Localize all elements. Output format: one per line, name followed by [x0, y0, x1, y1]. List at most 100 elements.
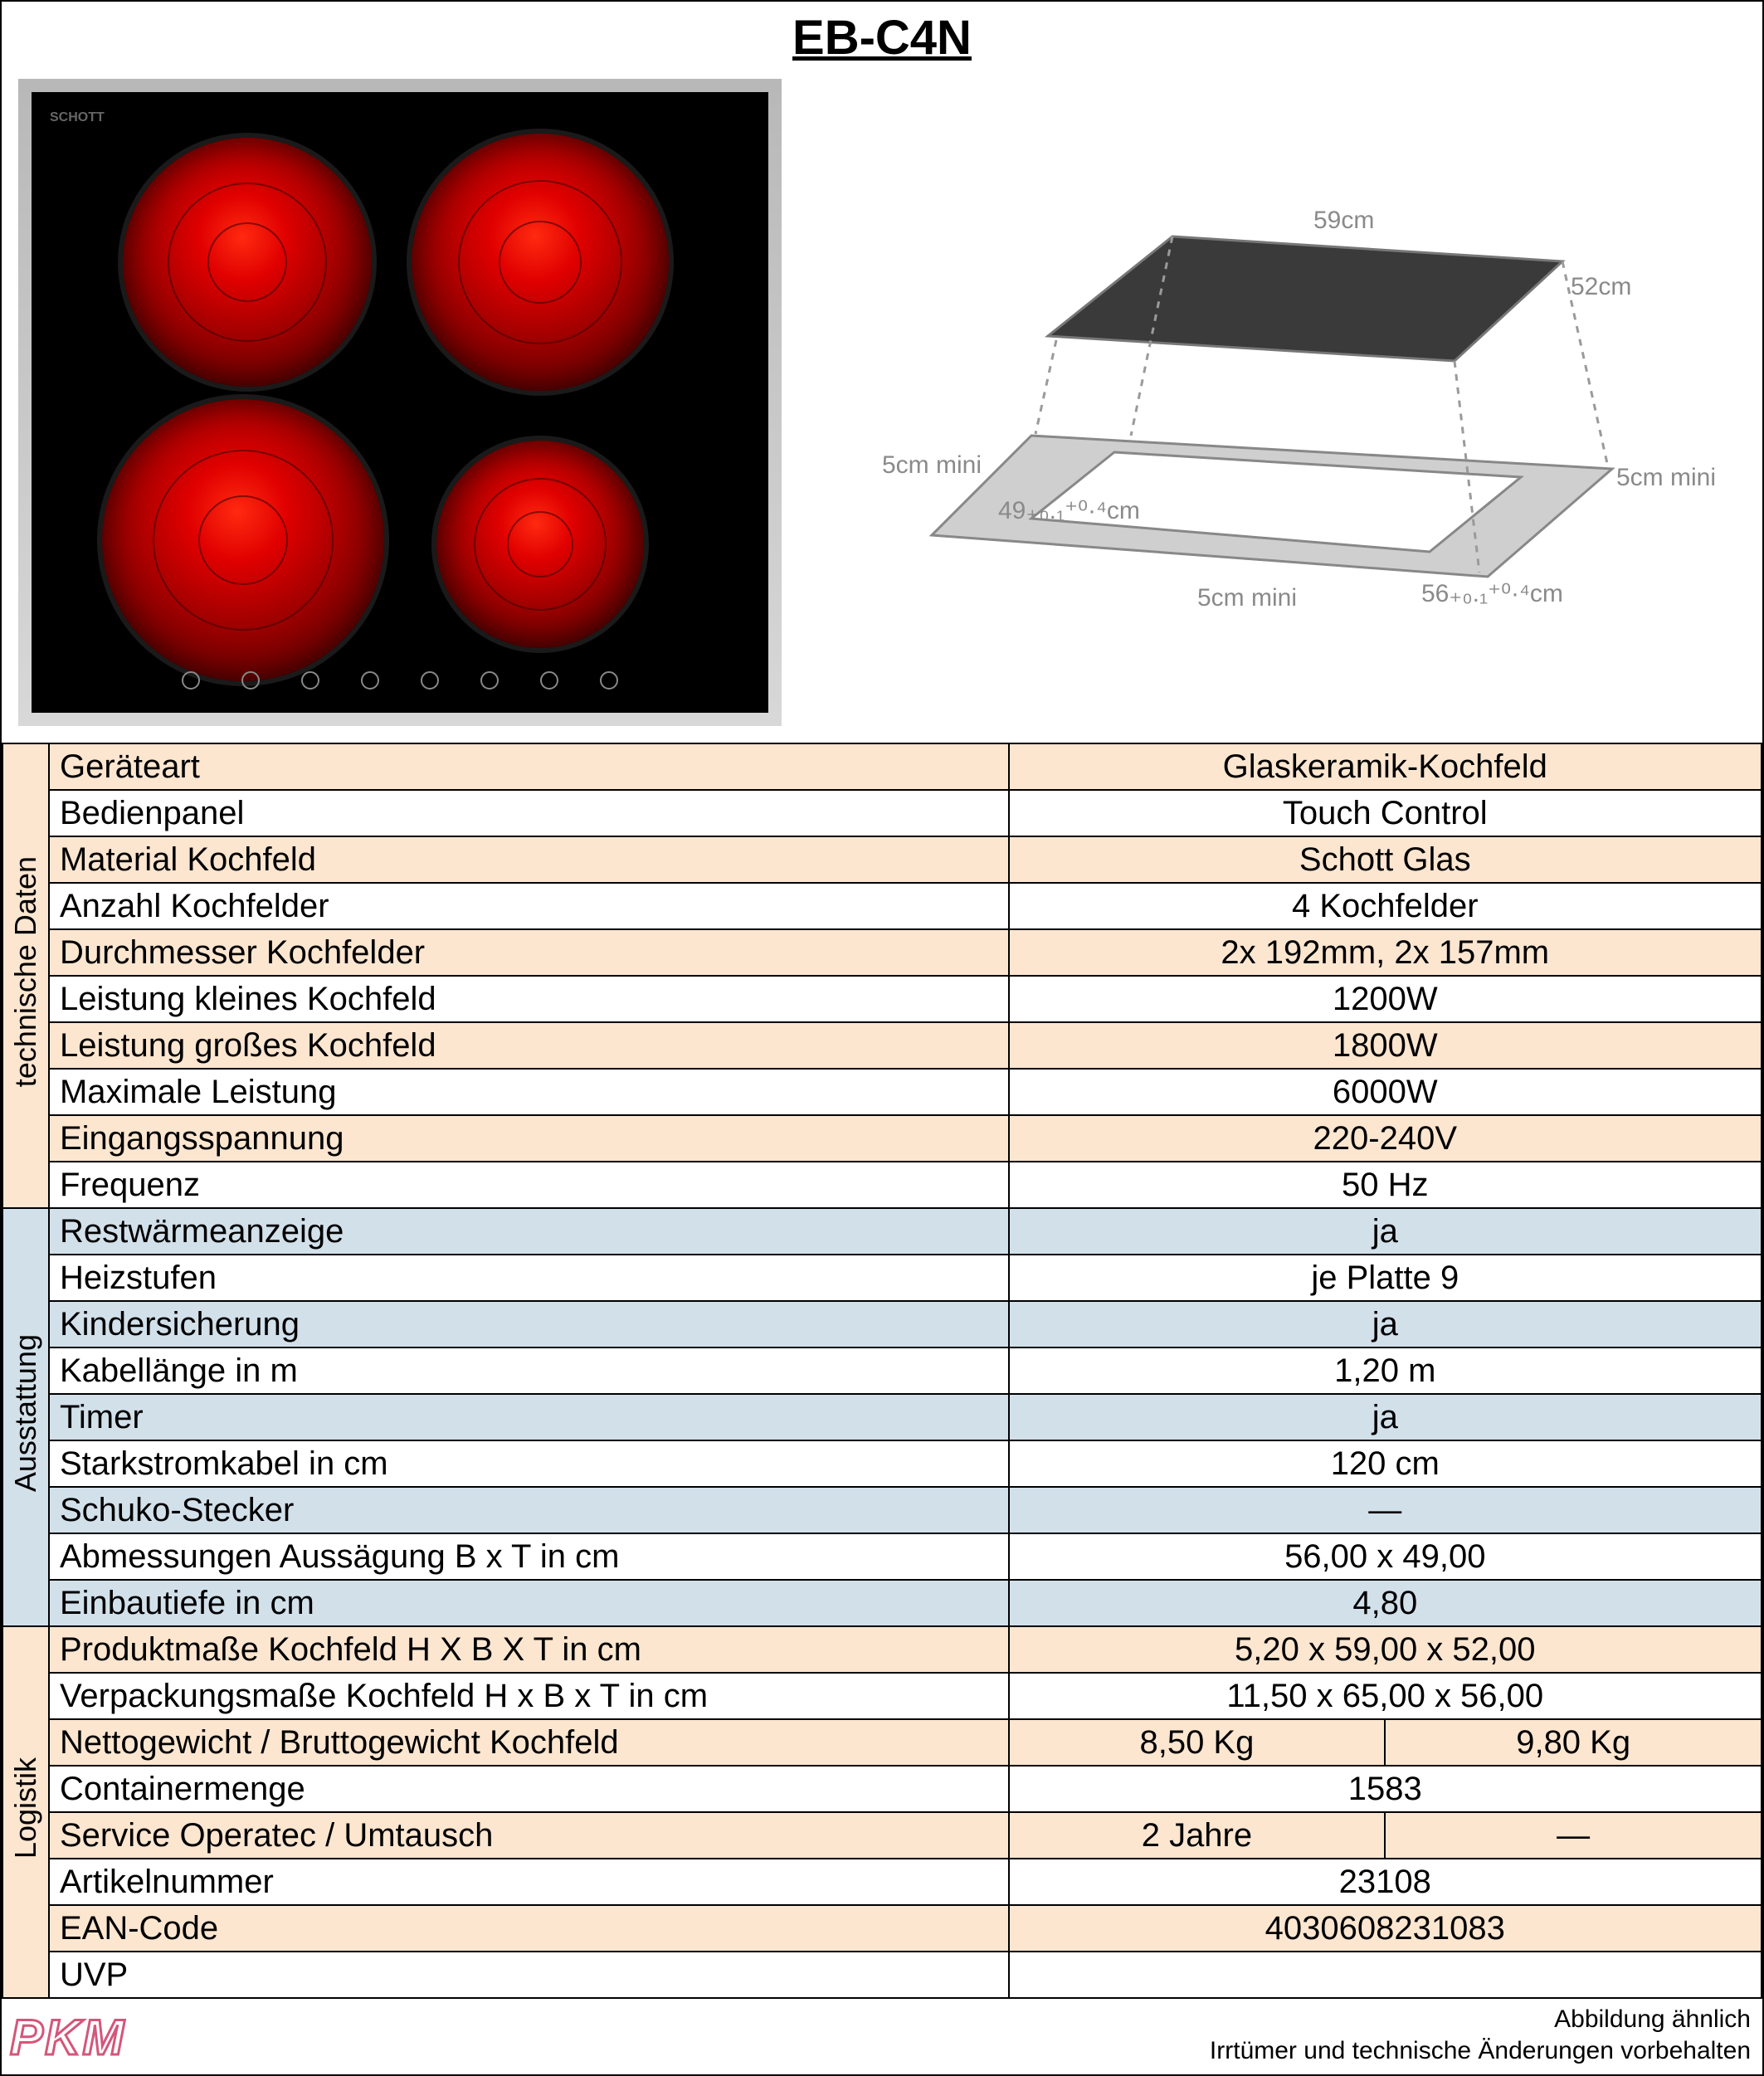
table-row: Artikelnummer23108	[2, 1859, 1762, 1905]
burner-icon	[436, 441, 644, 648]
table-row: EAN-Code4030608231083	[2, 1905, 1762, 1952]
section-header: Logistik	[2, 1626, 49, 1998]
table-row: Einbautiefe in cm4,80	[2, 1580, 1762, 1626]
dim-top-depth: 52cm	[1571, 273, 1631, 300]
burner-icon	[412, 134, 669, 391]
spec-value: 5,20 x 59,00 x 52,00	[1009, 1626, 1762, 1673]
table-row: Starkstromkabel in cm120 cm	[2, 1440, 1762, 1487]
product-title: EB-C4N	[2, 2, 1762, 71]
dim-margin-front: 5cm mini	[1197, 584, 1297, 612]
table-row: Material KochfeldSchott Glas	[2, 836, 1762, 883]
spec-value: 4,80	[1009, 1580, 1762, 1626]
table-row: UVP	[2, 1952, 1762, 1998]
spec-label: Schuko-Stecker	[49, 1487, 1009, 1533]
spec-table: technische DatenGeräteartGlaskeramik-Koc…	[2, 743, 1762, 1999]
spec-value: 6000W	[1009, 1069, 1762, 1115]
table-row: Nettogewicht / Bruttogewicht Kochfeld8,5…	[2, 1719, 1762, 1766]
spec-value	[1009, 1952, 1762, 1998]
spec-value: 4030608231083	[1009, 1905, 1762, 1952]
spec-value: Schott Glas	[1009, 836, 1762, 883]
table-row: Timerja	[2, 1394, 1762, 1440]
spec-label: Produktmaße Kochfeld H X B X T in cm	[49, 1626, 1009, 1673]
spec-label: Durchmesser Kochfelder	[49, 929, 1009, 976]
spec-label: Nettogewicht / Bruttogewicht Kochfeld	[49, 1719, 1009, 1766]
spec-label: Heizstufen	[49, 1255, 1009, 1301]
section-header: technische Daten	[2, 743, 49, 1208]
burner-icon	[123, 138, 372, 387]
spec-value: 9,80 Kg	[1385, 1719, 1762, 1766]
spec-value: 1583	[1009, 1766, 1762, 1812]
table-row: Maximale Leistung6000W	[2, 1069, 1762, 1115]
brand-logo: PKM	[10, 2009, 125, 2066]
spec-label: Starkstromkabel in cm	[49, 1440, 1009, 1487]
spec-value: ja	[1009, 1301, 1762, 1347]
spec-value: ja	[1009, 1208, 1762, 1255]
table-row: Abmessungen Aussägung B x T in cm56,00 x…	[2, 1533, 1762, 1580]
spec-label: Maximale Leistung	[49, 1069, 1009, 1115]
burner-icon	[102, 399, 384, 681]
table-row: Service Operatec / Umtausch2 Jahre—	[2, 1812, 1762, 1859]
table-row: Kindersicherungja	[2, 1301, 1762, 1347]
dim-margin-right: 5cm mini	[1616, 464, 1716, 491]
spec-label: Einbautiefe in cm	[49, 1580, 1009, 1626]
spec-value: —	[1009, 1487, 1762, 1533]
spec-label: Timer	[49, 1394, 1009, 1440]
table-row: Verpackungsmaße Kochfeld H x B x T in cm…	[2, 1673, 1762, 1719]
spec-label: Anzahl Kochfelder	[49, 883, 1009, 929]
spec-value: 1200W	[1009, 976, 1762, 1022]
spec-value: Glaskeramik-Kochfeld	[1009, 743, 1762, 790]
spec-value: ja	[1009, 1394, 1762, 1440]
spec-value: 50 Hz	[1009, 1162, 1762, 1208]
footer-note-2: Irrtümer und technische Änderungen vorbe…	[1210, 2035, 1751, 2067]
spec-label: Kabellänge in m	[49, 1347, 1009, 1394]
glass-brand-icon: SCHOTT	[50, 110, 105, 125]
product-photo: SCHOTT	[18, 79, 782, 726]
image-row: SCHOTT	[2, 71, 1762, 743]
spec-value: —	[1385, 1812, 1762, 1859]
spec-label: Verpackungsmaße Kochfeld H x B x T in cm	[49, 1673, 1009, 1719]
spec-label: Artikelnummer	[49, 1859, 1009, 1905]
spec-value: 4 Kochfelder	[1009, 883, 1762, 929]
spec-label: Eingangsspannung	[49, 1115, 1009, 1162]
spec-label: EAN-Code	[49, 1905, 1009, 1952]
spec-label: Restwärmeanzeige	[49, 1208, 1009, 1255]
spec-label: Material Kochfeld	[49, 836, 1009, 883]
spec-value: 56,00 x 49,00	[1009, 1533, 1762, 1580]
table-row: AusstattungRestwärmeanzeigeja	[2, 1208, 1762, 1255]
table-row: Durchmesser Kochfelder2x 192mm, 2x 157mm	[2, 929, 1762, 976]
section-header: Ausstattung	[2, 1208, 49, 1626]
spec-label: Geräteart	[49, 743, 1009, 790]
footer-note-1: Abbildung ähnlich	[1210, 2004, 1751, 2035]
spec-label: Service Operatec / Umtausch	[49, 1812, 1009, 1859]
spec-value: Touch Control	[1009, 790, 1762, 836]
spec-value: 23108	[1009, 1859, 1762, 1905]
spec-value: 1,20 m	[1009, 1347, 1762, 1394]
spec-value: 120 cm	[1009, 1440, 1762, 1487]
table-row: Leistung kleines Kochfeld1200W	[2, 976, 1762, 1022]
spec-label: UVP	[49, 1952, 1009, 1998]
dim-base-width: 56₊₀.₁⁺⁰·⁴cm	[1421, 580, 1563, 607]
spec-label: Kindersicherung	[49, 1301, 1009, 1347]
spec-value: 220-240V	[1009, 1115, 1762, 1162]
spec-label: Frequenz	[49, 1162, 1009, 1208]
spec-value: 11,50 x 65,00 x 56,00	[1009, 1673, 1762, 1719]
dimension-diagram: 59cm 52cm 5cm mini 5cm mini 5cm mini 49₊…	[848, 187, 1746, 618]
spec-label: Bedienpanel	[49, 790, 1009, 836]
dim-top-width: 59cm	[1313, 207, 1374, 234]
dim-margin-left: 5cm mini	[882, 451, 982, 479]
datasheet: EB-C4N SCHOTT	[0, 0, 1764, 2076]
spec-label: Containermenge	[49, 1766, 1009, 1812]
table-row: Kabellänge in m1,20 m	[2, 1347, 1762, 1394]
touch-controls-icon	[32, 671, 768, 690]
spec-value: je Platte 9	[1009, 1255, 1762, 1301]
spec-value: 8,50 Kg	[1009, 1719, 1386, 1766]
footer: PKM Abbildung ähnlich Irrtümer und techn…	[2, 1999, 1762, 2074]
spec-label: Leistung kleines Kochfeld	[49, 976, 1009, 1022]
spec-value: 2 Jahre	[1009, 1812, 1386, 1859]
spec-value: 1800W	[1009, 1022, 1762, 1069]
table-row: technische DatenGeräteartGlaskeramik-Koc…	[2, 743, 1762, 790]
spec-value: 2x 192mm, 2x 157mm	[1009, 929, 1762, 976]
table-row: Eingangsspannung220-240V	[2, 1115, 1762, 1162]
table-row: LogistikProduktmaße Kochfeld H X B X T i…	[2, 1626, 1762, 1673]
dim-base-depth: 49₊₀.₁⁺⁰·⁴cm	[998, 497, 1140, 524]
